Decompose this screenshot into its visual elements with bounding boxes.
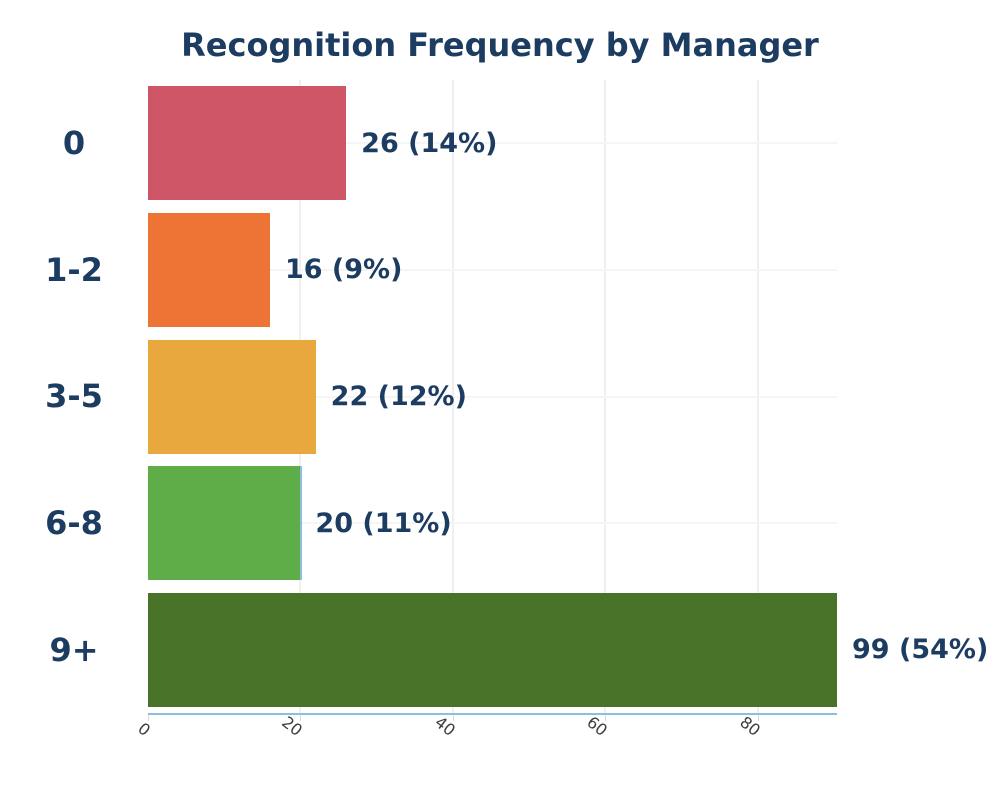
x-axis-tick-label: 0 — [134, 718, 154, 740]
chart-title: Recognition Frequency by Manager — [181, 26, 819, 64]
x-tick-mark — [605, 715, 606, 721]
category-label: 1-2 — [45, 250, 103, 289]
gridline-horizontal — [148, 396, 837, 398]
plot-area — [148, 80, 837, 715]
x-tick-mark — [453, 715, 454, 721]
x-tick-mark — [758, 715, 759, 721]
bar — [148, 466, 301, 580]
x-axis-tick-label: 80 — [735, 712, 764, 740]
gridline-horizontal — [148, 522, 837, 524]
bar — [148, 340, 316, 454]
category-label: 0 — [62, 124, 86, 163]
category-label: 9+ — [49, 630, 99, 669]
gridline-accent — [300, 466, 303, 580]
bar — [148, 213, 270, 327]
value-label: 22 (12%) — [330, 380, 467, 412]
x-axis-tick-label: 60 — [583, 712, 612, 740]
x-tick-mark — [300, 715, 301, 721]
x-axis-tick-label: 40 — [431, 712, 459, 740]
x-axis-tick-label: 20 — [278, 712, 307, 740]
category-label: 6-8 — [45, 504, 103, 543]
gridline-horizontal — [148, 269, 837, 271]
bar — [148, 593, 837, 707]
value-label: 26 (14%) — [361, 127, 498, 159]
gridline-horizontal — [148, 142, 837, 144]
value-label: 16 (9%) — [284, 254, 403, 286]
value-label: 20 (11%) — [315, 507, 452, 539]
category-label: 3-5 — [45, 377, 103, 416]
value-label: 99 (54%) — [852, 634, 989, 666]
x-tick-mark — [148, 715, 149, 721]
bar — [148, 86, 347, 200]
